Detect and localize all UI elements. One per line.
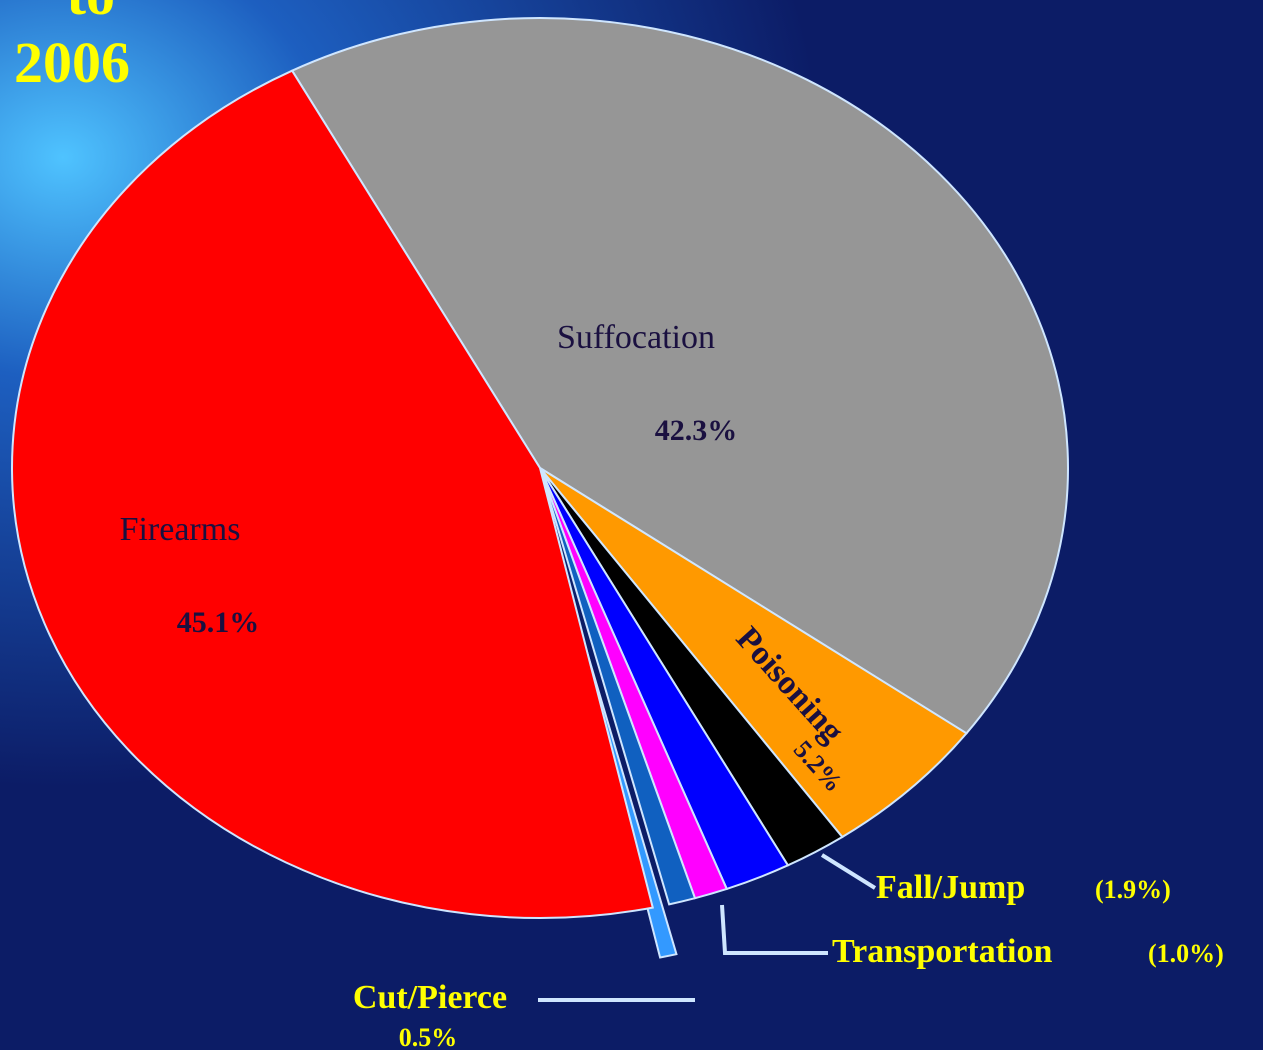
value-label: (1.9%)	[1095, 875, 1171, 904]
pie-slice	[539, 467, 697, 906]
value-label: 45.1%	[177, 606, 260, 639]
slice-label: Cut/Pierce	[353, 979, 507, 1016]
value-label: 42.3%	[655, 414, 738, 447]
pie-slice	[539, 467, 968, 839]
leader-line	[820, 853, 877, 890]
pie-slice	[11, 69, 655, 919]
slice-label: Transportation	[832, 933, 1052, 970]
title: to	[67, 0, 115, 27]
value-label: (1.0%)	[1148, 939, 1224, 968]
title: 2006	[14, 30, 130, 95]
pie-slice	[290, 17, 1069, 735]
value-label: 0.5%	[399, 1023, 458, 1050]
slice-label: Firearms	[120, 511, 241, 548]
slice-label: Suffocation	[557, 319, 715, 356]
slice-label: Fall/Jump	[876, 869, 1025, 906]
leader-line	[720, 904, 828, 955]
